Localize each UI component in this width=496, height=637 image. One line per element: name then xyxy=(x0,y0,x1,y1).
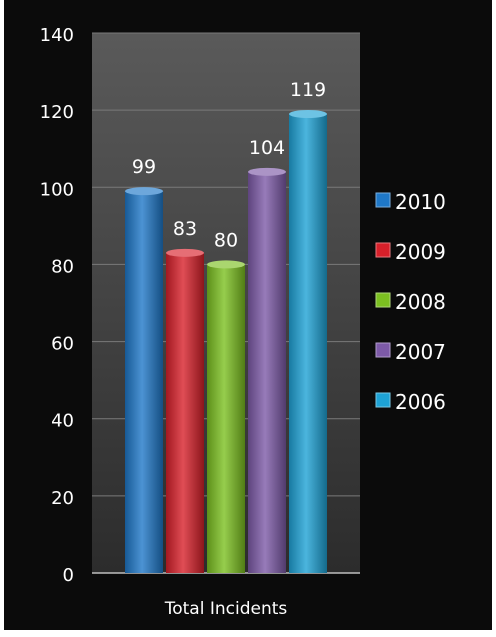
legend-label-2007: 2007 xyxy=(395,340,446,364)
y-tick-label: 80 xyxy=(51,256,74,277)
legend-swatch-2008 xyxy=(375,292,391,308)
legend-swatch-2009 xyxy=(375,242,391,258)
y-tick-label: 140 xyxy=(40,25,74,46)
x-axis-ticks: Total Incidents xyxy=(164,599,288,619)
legend: 2010 2009 2008 2007 2006 xyxy=(375,190,446,414)
y-tick-label: 40 xyxy=(51,411,74,432)
y-tick-label: 0 xyxy=(63,565,74,586)
data-label-2009: 83 xyxy=(173,218,197,240)
y-tick-label: 100 xyxy=(40,179,74,200)
x-tick-label: Total Incidents xyxy=(164,599,288,619)
legend-label-2008: 2008 xyxy=(395,290,446,314)
bar-2007 xyxy=(248,171,286,573)
chart-figure: 0 20 40 60 80 100 120 140 99 83 80 104 119 Total In… xyxy=(4,0,492,630)
bar-top-2010 xyxy=(125,187,163,196)
legend-swatch-2007 xyxy=(375,342,391,358)
bar-2008 xyxy=(207,264,245,573)
bar-chart: 0 20 40 60 80 100 120 140 99 83 80 104 119 Total In… xyxy=(40,25,446,619)
legend-swatch-2006 xyxy=(375,392,391,408)
bar-2006 xyxy=(289,114,327,573)
data-label-2006: 119 xyxy=(290,79,326,101)
bar-top-2007 xyxy=(248,167,286,176)
bar-2009 xyxy=(166,252,204,573)
legend-label-2010: 2010 xyxy=(395,190,446,214)
bar-top-2006 xyxy=(289,110,327,118)
data-label-2010: 99 xyxy=(132,156,156,178)
y-tick-label: 20 xyxy=(51,488,74,509)
y-tick-label: 120 xyxy=(40,102,74,123)
bar-top-2009 xyxy=(166,248,204,257)
bars xyxy=(125,110,327,573)
bar-2010 xyxy=(125,191,163,573)
y-axis-ticks: 0 20 40 60 80 100 120 140 xyxy=(40,25,74,586)
data-labels: 99 83 80 104 119 xyxy=(132,79,326,251)
legend-label-2006: 2006 xyxy=(395,390,446,414)
y-tick-label: 60 xyxy=(51,334,74,355)
legend-label-2009: 2009 xyxy=(395,240,446,264)
legend-swatch-2010 xyxy=(375,192,391,208)
bar-top-2008 xyxy=(207,260,245,269)
data-label-2007: 104 xyxy=(249,137,285,159)
data-label-2008: 80 xyxy=(214,229,238,251)
